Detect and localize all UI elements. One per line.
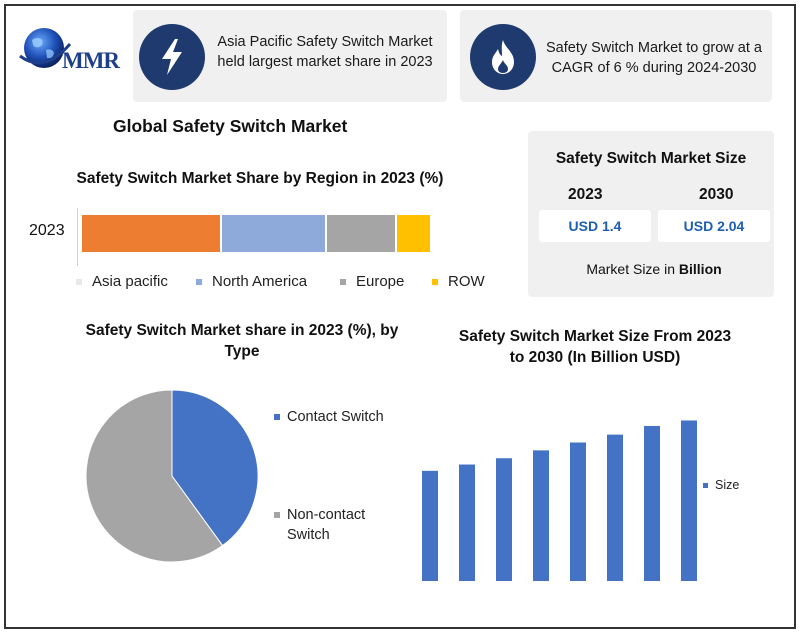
region-legend-label: Europe — [356, 273, 405, 290]
pie-legend-label-contact: Contact Switch — [287, 409, 384, 425]
flame-badge — [470, 24, 536, 90]
region-stacked-bar — [82, 215, 432, 252]
pie-legend-contact: Contact Switch — [274, 407, 397, 427]
market-size-card: Safety Switch Market Size 2023 2030 USD … — [528, 131, 774, 297]
region-axis-line — [77, 208, 78, 266]
type-pie-chart — [85, 389, 259, 563]
region-category-label: 2023 — [29, 222, 65, 239]
size-bar-chart — [422, 420, 697, 581]
pie-legend-non-contact: Non-contact Switch — [274, 505, 377, 545]
size-bar-2023 — [422, 470, 438, 581]
main-title: Global Safety Switch Market — [113, 116, 348, 136]
region-legend-item-asia-pacific: Asia pacific — [76, 273, 168, 290]
highlight-card-cagr: Safety Switch Market to grow at a CAGR o… — [460, 10, 772, 102]
flame-icon — [492, 40, 514, 74]
highlight-text-apac: Asia Pacific Safety Switch Market held l… — [217, 34, 433, 70]
size-legend-label: Size — [715, 478, 740, 492]
size-bar-2029 — [644, 425, 660, 581]
region-segment-row — [397, 215, 430, 252]
region-legend-item-europe: Europe — [340, 273, 404, 290]
pie-slice-contact-switch — [171, 389, 259, 547]
type-chart-title: Safety Switch Market share in 2023 (%), … — [85, 322, 399, 360]
size-bar-2025 — [496, 458, 512, 581]
pie-legend-swatch-contact — [274, 414, 280, 420]
region-legend-swatch — [76, 278, 82, 285]
pie-legend-label-non-contact: Non-contact Switch — [287, 507, 366, 543]
market-size-unit-prefix: Market Size in — [586, 261, 679, 277]
size-chart-title: Safety Switch Market Size From 2023 to 2… — [458, 328, 732, 366]
region-legend-swatch — [432, 278, 438, 285]
lightning-icon — [162, 39, 182, 75]
globe-icon — [19, 28, 72, 68]
size-bar-legend: Size — [703, 478, 739, 492]
size-bar-2030 — [681, 420, 697, 581]
logo-text: MMR — [62, 48, 120, 73]
region-legend-item-north-america: North America — [196, 273, 307, 290]
size-bar-2027 — [570, 442, 586, 581]
region-segment-north-america — [222, 215, 325, 252]
region-legend-swatch — [196, 278, 202, 285]
market-size-year-2030: 2030 — [699, 186, 734, 203]
region-segment-europe — [327, 215, 395, 252]
region-legend-label: ROW — [448, 273, 485, 290]
market-size-unit: Market Size in Billion — [528, 261, 780, 277]
region-legend-item-row: ROW — [432, 273, 485, 290]
market-size-value-2030: USD 2.04 — [658, 210, 770, 242]
market-size-title: Safety Switch Market Size — [555, 150, 747, 167]
pie-legend-swatch-non-contact — [274, 512, 280, 518]
size-bar-2026 — [533, 450, 549, 581]
region-legend-swatch — [340, 278, 346, 285]
size-legend-swatch — [703, 483, 708, 489]
size-bar-2028 — [607, 434, 623, 581]
market-size-unit-bold: Billion — [678, 261, 722, 277]
lightning-badge — [139, 24, 205, 90]
market-size-year-2023: 2023 — [568, 186, 603, 203]
region-legend-label: North America — [212, 273, 308, 290]
highlight-text-cagr: Safety Switch Market to grow at a CAGR o… — [546, 40, 762, 76]
size-bar-2024 — [459, 464, 475, 581]
region-segment-asia-pacific — [82, 215, 220, 252]
region-legend-label: Asia pacific — [92, 273, 168, 290]
market-size-value-2023: USD 1.4 — [539, 210, 651, 242]
mmr-logo: MMR — [14, 22, 124, 82]
highlight-card-apac: Asia Pacific Safety Switch Market held l… — [133, 10, 447, 102]
region-chart-title: Safety Switch Market Share by Region in … — [76, 170, 444, 187]
pie-slice-non-contact-switch — [85, 389, 224, 563]
